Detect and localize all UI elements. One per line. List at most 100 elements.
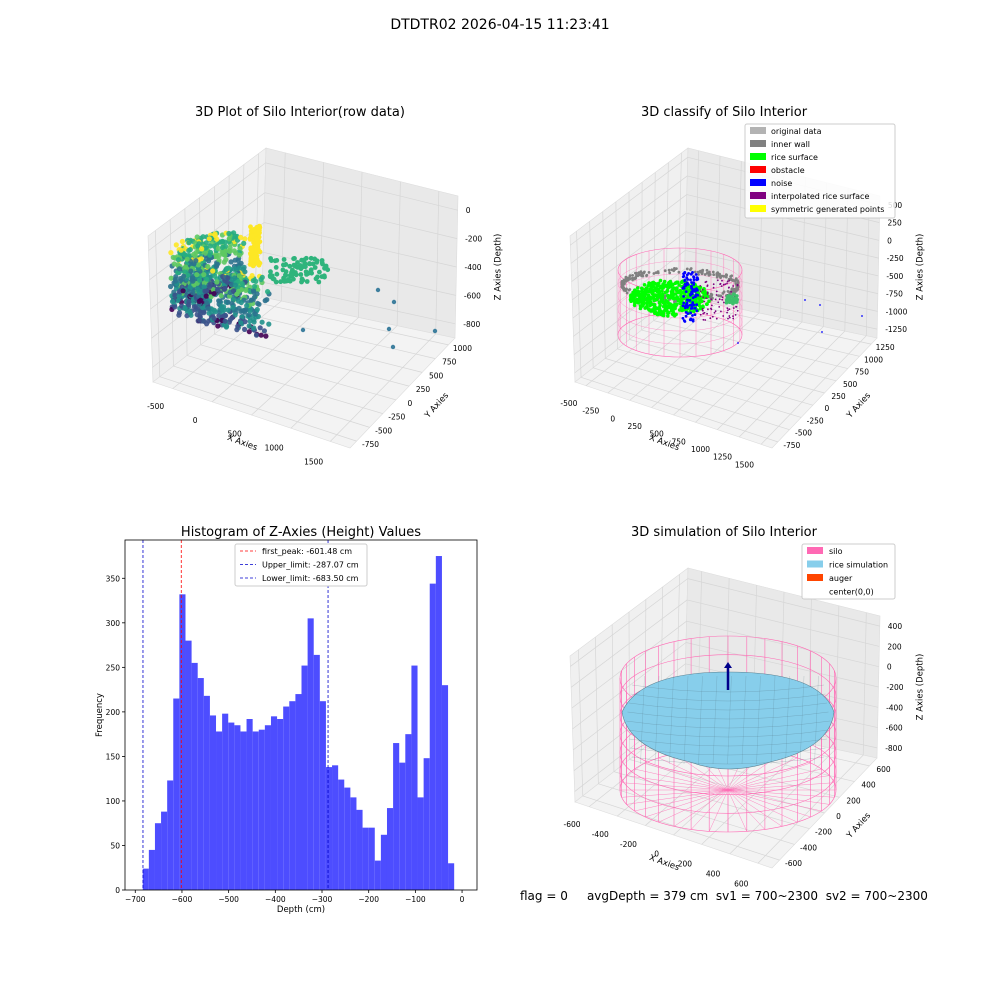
hist-bar xyxy=(154,823,162,890)
cls-inner-wall-point xyxy=(736,280,740,284)
sim-grid-z xyxy=(686,620,880,668)
raw-point xyxy=(211,243,217,249)
cls-grid-y xyxy=(617,348,813,406)
raw-point xyxy=(201,284,207,290)
hist-bar xyxy=(362,827,369,890)
hist-xtick-label: −200 xyxy=(358,895,379,904)
cls-interpolated-point xyxy=(723,301,725,304)
raw-point xyxy=(246,323,252,329)
panel-raw-3d: 3D Plot of Silo Interior(row data) -500 0 5… xyxy=(147,105,503,466)
cls-interpolated-point xyxy=(721,296,724,299)
raw-point-green xyxy=(316,279,322,285)
hist-bar xyxy=(350,797,357,890)
cls-inner-wall-point xyxy=(697,273,700,276)
raw-point-green xyxy=(271,276,277,282)
cls-legend-swatch xyxy=(750,166,766,173)
raw-point xyxy=(186,302,192,308)
hist-bar xyxy=(173,698,180,890)
raw-point xyxy=(186,288,192,295)
cls-rice-surface-point xyxy=(673,306,677,311)
raw-point-green xyxy=(304,279,310,284)
cls-rice-surface-point xyxy=(702,289,707,293)
cls-outlier-point xyxy=(819,304,821,306)
hist-bar xyxy=(435,556,442,890)
cls-green-patch-point xyxy=(728,295,732,300)
cls-rice-surface-point xyxy=(665,293,670,298)
raw-point xyxy=(188,268,194,274)
raw-point xyxy=(210,268,216,274)
hist-bar xyxy=(319,701,326,890)
sim-rice-mesh-line xyxy=(698,675,703,765)
cls-rice-surface-point xyxy=(649,288,654,292)
panel-classify-3d: 3D classify of Silo Interior-500-2500250… xyxy=(560,105,925,469)
cls-outlier-point xyxy=(861,315,863,317)
sim-rice-mesh-line xyxy=(669,675,674,765)
cls-rice-surface-point xyxy=(652,302,656,307)
avg-depth-text: avgDepth = 379 cm xyxy=(586,889,709,903)
cls-interpolated-point xyxy=(701,288,704,291)
cls-inner-wall-point xyxy=(715,275,719,279)
cls-interpolated-point xyxy=(727,286,730,289)
raw-point xyxy=(211,315,217,321)
cls-rice-surface-point xyxy=(632,298,636,302)
cls-grid-y-left xyxy=(677,152,682,302)
raw-point xyxy=(172,278,179,284)
hist-ytick-label: 250 xyxy=(106,663,121,672)
raw-point xyxy=(168,283,174,290)
raw-ztick-label: -800 xyxy=(463,320,480,329)
raw-point xyxy=(223,257,229,263)
raw-xtick-label: -500 xyxy=(147,402,164,411)
cls-inner-wall-point xyxy=(696,270,700,274)
hist-bar xyxy=(429,583,436,890)
cls-legend-swatch xyxy=(750,127,766,134)
cls-interpolated-point xyxy=(735,305,738,308)
hist-ytick-label: 0 xyxy=(115,886,120,895)
cls-rice-surface-point xyxy=(644,305,649,310)
raw-point xyxy=(244,303,250,309)
cls-interpolated-point xyxy=(727,317,729,320)
raw-point xyxy=(187,310,193,316)
cls-grid-y xyxy=(605,358,802,418)
raw-outlier-point xyxy=(391,299,397,305)
raw-point-yellow xyxy=(257,223,262,229)
cls-grid-y-left xyxy=(589,221,594,368)
cls-interpolated-point xyxy=(716,279,719,282)
cls-legend-label: rice surface xyxy=(771,153,818,162)
cls-inner-wall-point xyxy=(703,273,707,276)
raw-point xyxy=(251,289,257,295)
raw-point xyxy=(236,305,242,311)
cls-rice-surface-point xyxy=(675,280,679,285)
raw-point xyxy=(216,253,222,259)
hist-bar xyxy=(216,731,223,890)
cls-noise-point xyxy=(684,314,688,318)
raw-grid-z-left xyxy=(148,162,266,251)
raw-point xyxy=(224,265,230,272)
cls-green-patch-point xyxy=(725,299,729,304)
raw-point xyxy=(186,240,192,246)
cls-interpolated-point xyxy=(710,307,712,310)
cls-rice-surface-point xyxy=(647,281,651,285)
cls-interpolated-point xyxy=(727,309,729,312)
cls-rice-surface-point xyxy=(636,289,640,294)
raw-point xyxy=(252,311,258,317)
cls-noise-point xyxy=(681,316,685,320)
cls-noise-point xyxy=(695,278,699,282)
raw-xtick-label: 1500 xyxy=(304,457,323,466)
raw-point xyxy=(214,261,220,267)
hist-ytick-label: 100 xyxy=(106,797,121,806)
raw-point-green xyxy=(317,269,322,275)
raw-point xyxy=(210,287,216,293)
cls-inner-wall-point xyxy=(668,271,672,275)
cls-noise-point xyxy=(684,290,688,293)
cls-interpolated-point xyxy=(709,317,712,320)
sim-xtick-label: 200 xyxy=(678,860,693,869)
raw-point xyxy=(261,328,267,334)
cls-inner-wall-point xyxy=(709,296,712,299)
raw-xtick-label: 1000 xyxy=(265,444,284,453)
hist-bar xyxy=(270,716,278,890)
raw-point-green xyxy=(314,259,320,265)
sim-grid-y xyxy=(613,771,810,830)
cls-silo-ring xyxy=(617,286,743,332)
cls-xtick-label: 1500 xyxy=(735,460,754,469)
cls-inner-wall-point xyxy=(699,269,702,273)
